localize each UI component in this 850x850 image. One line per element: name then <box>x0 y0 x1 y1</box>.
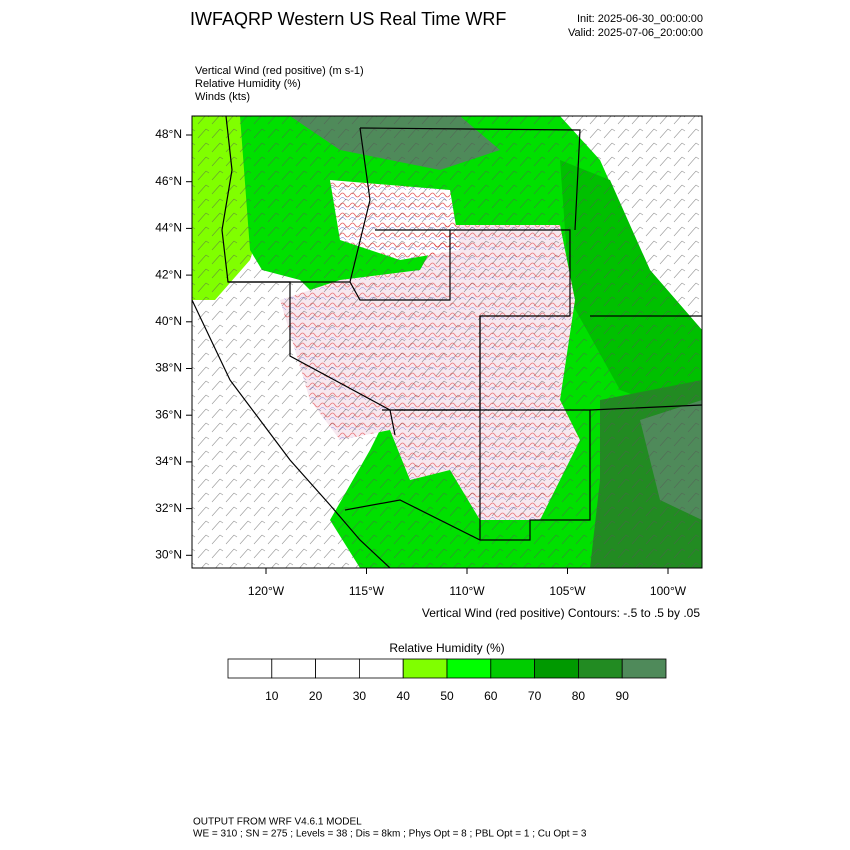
colorbar-label: 10 <box>265 689 279 703</box>
lat-label: 30°N <box>155 547 182 561</box>
lon-label: 115°W <box>349 584 385 598</box>
coastline <box>192 299 391 568</box>
lat-label: 38°N <box>155 361 182 375</box>
lat-label: 46°N <box>155 174 182 188</box>
map-frame <box>191 115 703 569</box>
border <box>344 409 591 541</box>
colorbar: 10 20 30 40 50 60 70 80 90 <box>227 658 667 703</box>
footer-line: WE = 310 ; SN = 275 ; Levels = 38 ; Dis … <box>193 829 587 840</box>
border <box>375 229 481 540</box>
lon-label: 110°W <box>449 584 485 598</box>
lon-label: 120°W <box>248 584 285 598</box>
colorbar-box <box>490 658 535 679</box>
colorbar-label: 90 <box>616 689 630 703</box>
field-label: Winds (kts) <box>195 91 250 103</box>
colorbar-box <box>271 658 316 679</box>
lat-label: 44°N <box>155 221 182 235</box>
colorbar-box <box>315 658 360 679</box>
vertical-wind-contours <box>330 180 460 260</box>
vertical-wind-contours <box>280 225 580 520</box>
border <box>589 315 702 411</box>
lat-label: 40°N <box>155 314 182 328</box>
colorbar-box <box>578 658 623 679</box>
init-time: Init: 2025-06-30_00:00:00 <box>577 13 703 25</box>
field-label: Relative Humidity (%) <box>195 78 301 90</box>
lon-label: 105°W <box>549 584 586 598</box>
map <box>192 116 702 568</box>
colorbar-label: 20 <box>309 689 323 703</box>
axes: 48°N 46°N 44°N 42°N 40°N 38°N 36°N 34°N 32°N 30°N… <box>155 127 687 598</box>
lat-label: 42°N <box>155 267 182 281</box>
field-label: Vertical Wind (red positive) (m s-1) <box>195 65 364 77</box>
colorbar-label: 50 <box>440 689 454 703</box>
colorbar-box <box>358 658 404 679</box>
colorbar-label: 70 <box>528 689 542 703</box>
colorbar-label: 60 <box>484 689 498 703</box>
colorbar-label: 80 <box>572 689 586 703</box>
colorbar-label: 30 <box>353 689 367 703</box>
colorbar-label: 40 <box>397 689 411 703</box>
colorbar-box <box>227 658 273 679</box>
border <box>349 127 371 283</box>
colorbar-box <box>534 658 579 679</box>
colorbar-box <box>446 658 492 679</box>
lon-label: 100°W <box>650 584 687 598</box>
lat-label: 36°N <box>155 407 182 421</box>
state-borders <box>192 116 702 568</box>
valid-time: Valid: 2025-07-06_20:00:00 <box>568 27 703 39</box>
colorbar-box <box>402 658 448 679</box>
footer-line: OUTPUT FROM WRF V4.6.1 MODEL <box>193 817 362 828</box>
lat-label: 34°N <box>155 454 182 468</box>
title: IWFAQRP Western US Real Time WRF <box>190 9 506 29</box>
lat-label: 48°N <box>155 127 182 141</box>
contour-note: Vertical Wind (red positive) Contours: -… <box>422 606 700 620</box>
border <box>359 127 581 231</box>
lat-label: 32°N <box>155 501 182 515</box>
colorbar-title: Relative Humidity (%) <box>389 641 504 655</box>
colorbar-box <box>621 658 667 679</box>
